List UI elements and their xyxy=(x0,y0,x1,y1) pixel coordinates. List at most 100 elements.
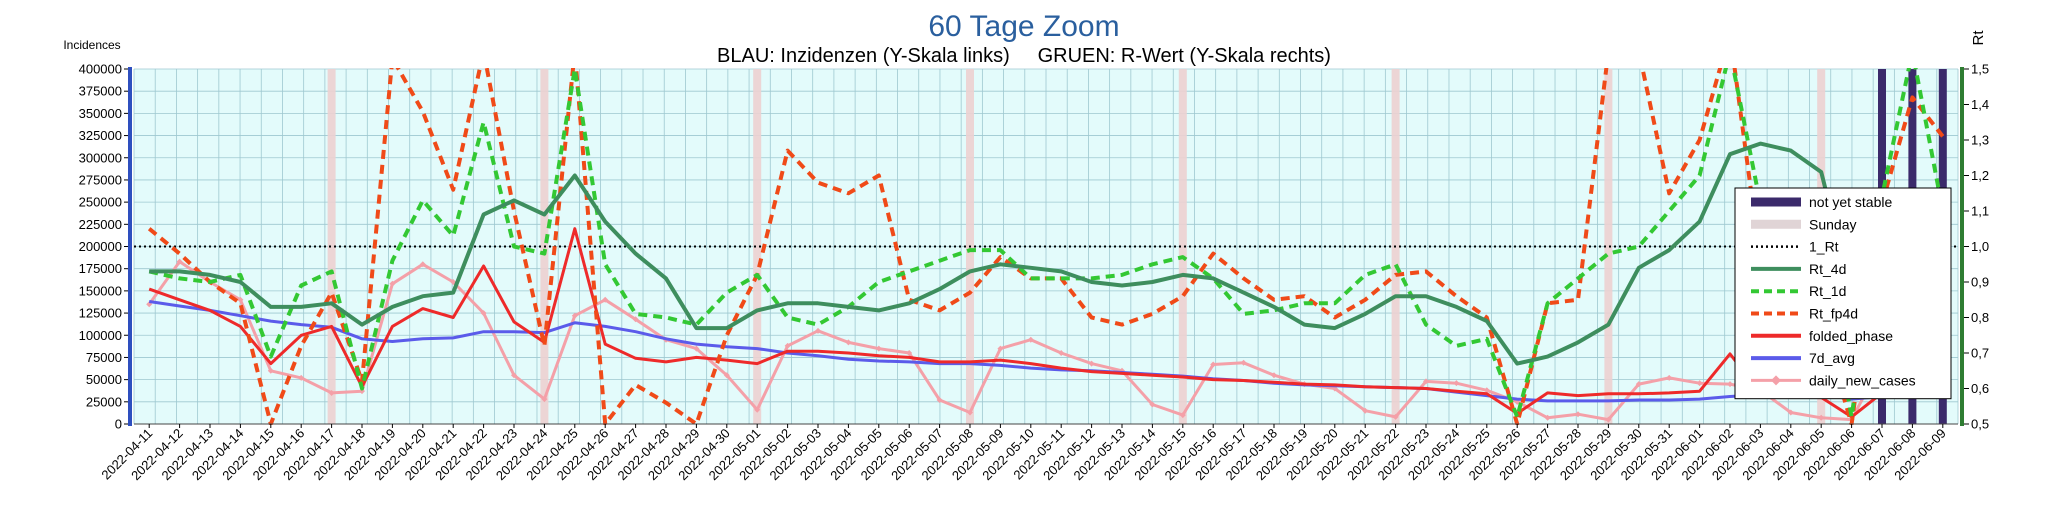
data-point xyxy=(419,261,426,268)
legend-label: Rt_1d xyxy=(1809,283,1846,299)
y-tick-label-right: 1,1 xyxy=(1971,204,1989,219)
series-line-7d-avg xyxy=(148,300,1943,403)
data-point xyxy=(1727,381,1733,388)
data-point xyxy=(1423,378,1429,385)
y-tick-label-right: 0,9 xyxy=(1971,275,1989,290)
data-point xyxy=(1058,350,1065,356)
data-point xyxy=(298,374,305,381)
y-tick-label-left: 75000 xyxy=(86,350,122,365)
right-axis-label: Rt xyxy=(1970,30,1987,46)
legend-marker xyxy=(1771,375,1781,386)
data-point xyxy=(997,345,1004,352)
legend-label: folded_phase xyxy=(1809,328,1893,344)
chart-subtitle: BLAU: Inzidenzen (Y-Skala links) GRUEN: … xyxy=(717,45,1331,67)
data-point xyxy=(875,345,882,352)
legend-label: Rt_4d xyxy=(1809,261,1846,277)
y-tick-label-right: 1,0 xyxy=(1971,239,1989,254)
data-point xyxy=(1392,413,1399,420)
series-line-folded-phase xyxy=(148,227,1944,419)
y-tick-label-right: 0,8 xyxy=(1971,310,1989,325)
data-point xyxy=(267,367,274,374)
data-point xyxy=(1818,414,1825,421)
data-point xyxy=(1605,416,1612,423)
series-line-rt-4d xyxy=(149,141,1944,366)
y-tick-label-left: 400000 xyxy=(79,62,122,77)
y-tick-label-left: 300000 xyxy=(79,150,122,165)
data-point xyxy=(541,396,548,403)
data-point xyxy=(1027,336,1034,343)
chart-title: 60 Tage Zoom xyxy=(928,10,1119,43)
data-point xyxy=(723,372,730,379)
y-tick-label-right: 0,6 xyxy=(1971,381,1989,396)
data-point xyxy=(1179,412,1186,419)
sunday-band xyxy=(1604,69,1613,424)
y-tick-label-right: 1,5 xyxy=(1971,62,1989,77)
legend-label: 1_Rt xyxy=(1809,239,1839,255)
data-point xyxy=(845,339,852,346)
data-point xyxy=(602,296,609,303)
data-point xyxy=(1666,374,1673,381)
data-point xyxy=(1362,407,1369,414)
y-tick-label-left: 25000 xyxy=(86,394,122,409)
data-point xyxy=(389,280,396,287)
y-tick-label-left: 325000 xyxy=(79,128,122,143)
data-point xyxy=(693,345,700,352)
data-point xyxy=(237,296,244,303)
y-tick-label-right: 1,3 xyxy=(1971,133,1989,148)
series-line-daily-new-cases xyxy=(147,260,1944,422)
y-tick-label-left: 50000 xyxy=(86,372,122,387)
legend-label: 7d_avg xyxy=(1809,350,1855,366)
data-point xyxy=(1271,372,1277,379)
y-tick-label-left: 350000 xyxy=(79,106,122,121)
plot-area: 0 25000 50000 75000 100000 125000 150000 175000… xyxy=(79,62,1989,484)
y-tick-label-right: 0,5 xyxy=(1971,417,1989,432)
data-point xyxy=(967,409,973,416)
y-tick-label-left: 150000 xyxy=(79,283,122,298)
data-point xyxy=(1453,380,1460,387)
y-tick-label-right: 1,4 xyxy=(1971,97,1989,112)
y-tick-label-left: 375000 xyxy=(79,84,122,99)
data-point xyxy=(815,327,821,334)
y-tick-label-left: 125000 xyxy=(79,306,122,321)
y-tick-label-left: 100000 xyxy=(79,328,122,343)
data-point xyxy=(571,312,578,319)
data-point xyxy=(1210,361,1217,368)
data-point xyxy=(1544,414,1551,421)
y-tick-label-left: 0 xyxy=(115,417,122,432)
series-group xyxy=(146,68,1946,425)
y-tick-label-left: 200000 xyxy=(79,239,122,254)
sunday-band xyxy=(753,69,762,424)
data-point xyxy=(1696,380,1703,387)
y-tick-label-right: 0,7 xyxy=(1971,346,1989,361)
data-point xyxy=(754,406,761,413)
data-point xyxy=(1149,401,1156,408)
data-point xyxy=(936,397,943,404)
data-point xyxy=(1787,409,1794,416)
y-tick-label-right: 1,2 xyxy=(1971,168,1989,183)
legend-label: Rt_fp4d xyxy=(1809,306,1858,322)
series-line-rt-1d xyxy=(148,68,1945,419)
data-point xyxy=(1088,360,1095,367)
data-point xyxy=(1240,359,1247,366)
y-tick-label-left: 275000 xyxy=(79,172,122,187)
y-tick-label-left: 175000 xyxy=(79,261,122,276)
legend-label: Sunday xyxy=(1809,216,1856,232)
data-point xyxy=(328,389,335,396)
data-point xyxy=(176,258,183,265)
sunday-band xyxy=(1178,69,1187,424)
y-tick-label-left: 250000 xyxy=(79,195,122,210)
y-tick-label-left: 225000 xyxy=(79,217,122,232)
data-point xyxy=(511,372,517,379)
sunday-band xyxy=(327,69,336,424)
legend-label: not yet stable xyxy=(1809,194,1892,210)
data-point xyxy=(784,342,791,349)
data-point xyxy=(906,350,913,356)
data-point xyxy=(1635,381,1642,388)
data-point xyxy=(480,310,487,317)
legend-label: daily_new_cases xyxy=(1809,372,1916,388)
legend: not yet stable Sunday 1_Rt Rt_4d Rt_1d Rt_fp4… xyxy=(1734,187,1952,400)
data-point xyxy=(1483,387,1490,394)
left-axis-label: Incidences xyxy=(63,38,120,52)
data-point xyxy=(632,316,639,323)
